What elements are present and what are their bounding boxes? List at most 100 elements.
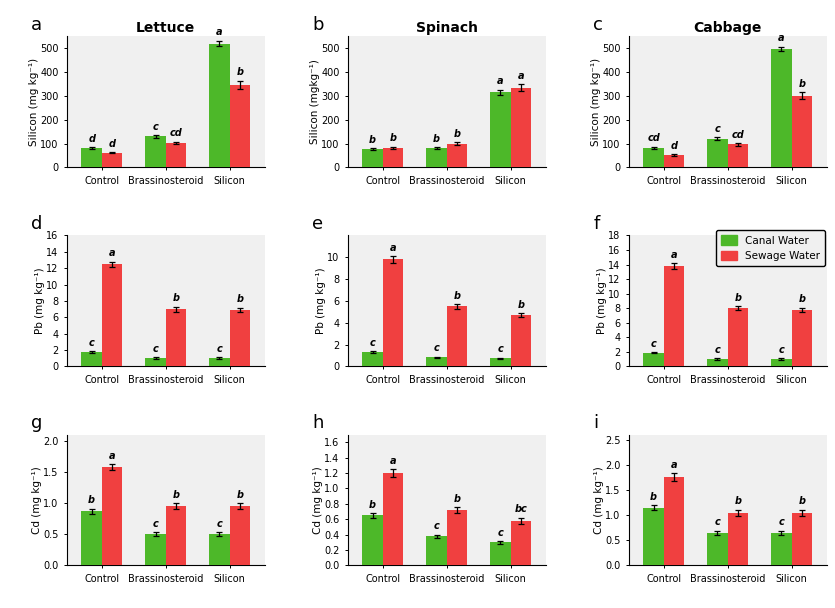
Bar	[230, 310, 250, 367]
Text: b: b	[453, 494, 460, 503]
Bar	[771, 359, 792, 367]
Text: b: b	[89, 496, 95, 505]
Text: b: b	[236, 490, 243, 500]
Bar	[209, 44, 230, 167]
Text: c: c	[498, 344, 504, 354]
Bar	[792, 513, 812, 565]
Text: bc: bc	[514, 505, 527, 514]
Bar	[447, 143, 467, 167]
Text: a: a	[216, 27, 223, 38]
Text: a: a	[31, 16, 43, 34]
Text: i: i	[593, 414, 599, 432]
Text: g: g	[31, 414, 43, 432]
Y-axis label: Cd (mg kg⁻¹): Cd (mg kg⁻¹)	[594, 466, 604, 534]
Text: b: b	[453, 129, 460, 139]
Y-axis label: Pb (mg kg⁻¹): Pb (mg kg⁻¹)	[597, 268, 607, 334]
Text: c: c	[715, 345, 721, 355]
Text: a: a	[109, 249, 115, 258]
Text: a: a	[390, 456, 397, 466]
Text: c: c	[433, 521, 439, 531]
Bar	[490, 358, 510, 367]
Text: d: d	[31, 215, 43, 233]
Bar	[102, 153, 123, 167]
Text: c: c	[153, 344, 159, 354]
Text: b: b	[173, 490, 180, 500]
Bar	[165, 309, 186, 367]
Bar	[427, 536, 447, 565]
Text: e: e	[312, 215, 323, 233]
Text: b: b	[236, 67, 243, 77]
Text: b: b	[798, 78, 805, 89]
Bar	[362, 516, 383, 565]
Title: Cabbage: Cabbage	[694, 21, 762, 35]
Bar	[82, 351, 102, 367]
Text: b: b	[433, 134, 440, 143]
Bar	[644, 148, 664, 167]
Text: c: c	[216, 344, 222, 354]
Bar	[209, 534, 230, 565]
Bar	[728, 144, 748, 167]
Y-axis label: Cd (mg kg⁻¹): Cd (mg kg⁻¹)	[32, 466, 42, 534]
Bar	[102, 264, 123, 367]
Bar	[82, 148, 102, 167]
Bar	[644, 353, 664, 367]
Bar	[792, 95, 812, 167]
Text: a: a	[671, 460, 677, 470]
Text: b: b	[517, 300, 524, 309]
Text: a: a	[671, 250, 677, 260]
Bar	[362, 149, 383, 167]
Text: c: c	[498, 528, 504, 537]
Bar	[510, 88, 531, 167]
Bar	[664, 477, 685, 565]
Legend: Canal Water, Sewage Water: Canal Water, Sewage Water	[716, 230, 826, 266]
Text: c: c	[433, 344, 439, 353]
Text: c: c	[715, 124, 721, 134]
Bar	[490, 92, 510, 167]
Text: a: a	[778, 33, 785, 43]
Text: d: d	[89, 134, 95, 143]
Bar	[427, 357, 447, 367]
Bar	[490, 542, 510, 565]
Bar	[447, 306, 467, 367]
Bar	[427, 148, 447, 167]
Text: cd: cd	[647, 133, 660, 143]
Y-axis label: Pb (mg kg⁻¹): Pb (mg kg⁻¹)	[316, 268, 326, 334]
Text: b: b	[798, 496, 805, 506]
Text: c: c	[216, 519, 222, 529]
Text: a: a	[109, 451, 115, 460]
Bar	[230, 506, 250, 565]
Bar	[664, 266, 685, 367]
Text: b: b	[173, 294, 180, 303]
Text: b: b	[312, 16, 324, 34]
Bar	[145, 358, 165, 367]
Bar	[102, 467, 123, 565]
Y-axis label: Cd (mg kg⁻¹): Cd (mg kg⁻¹)	[312, 466, 322, 534]
Bar	[644, 508, 664, 565]
Bar	[362, 352, 383, 367]
Text: f: f	[593, 215, 600, 233]
Bar	[792, 309, 812, 367]
Bar	[664, 155, 685, 167]
Bar	[145, 534, 165, 565]
Text: c: c	[715, 517, 721, 527]
Text: b: b	[369, 500, 377, 510]
Bar	[707, 139, 728, 167]
Text: d: d	[671, 141, 677, 151]
Text: cd: cd	[731, 130, 744, 140]
Bar	[728, 308, 748, 367]
Text: c: c	[593, 16, 603, 34]
Text: a: a	[390, 243, 397, 253]
Text: a: a	[497, 76, 504, 86]
Bar	[728, 513, 748, 565]
Text: c: c	[153, 122, 159, 131]
Text: b: b	[735, 496, 741, 506]
Y-axis label: Silicon (mgkg⁻¹): Silicon (mgkg⁻¹)	[310, 60, 320, 144]
Title: Spinach: Spinach	[416, 21, 478, 35]
Text: c: c	[650, 339, 656, 348]
Text: b: b	[735, 293, 741, 303]
Bar	[383, 473, 403, 565]
Text: d: d	[109, 139, 115, 149]
Text: b: b	[798, 294, 805, 304]
Y-axis label: Pb (mg kg⁻¹): Pb (mg kg⁻¹)	[35, 268, 45, 334]
Bar	[165, 143, 186, 167]
